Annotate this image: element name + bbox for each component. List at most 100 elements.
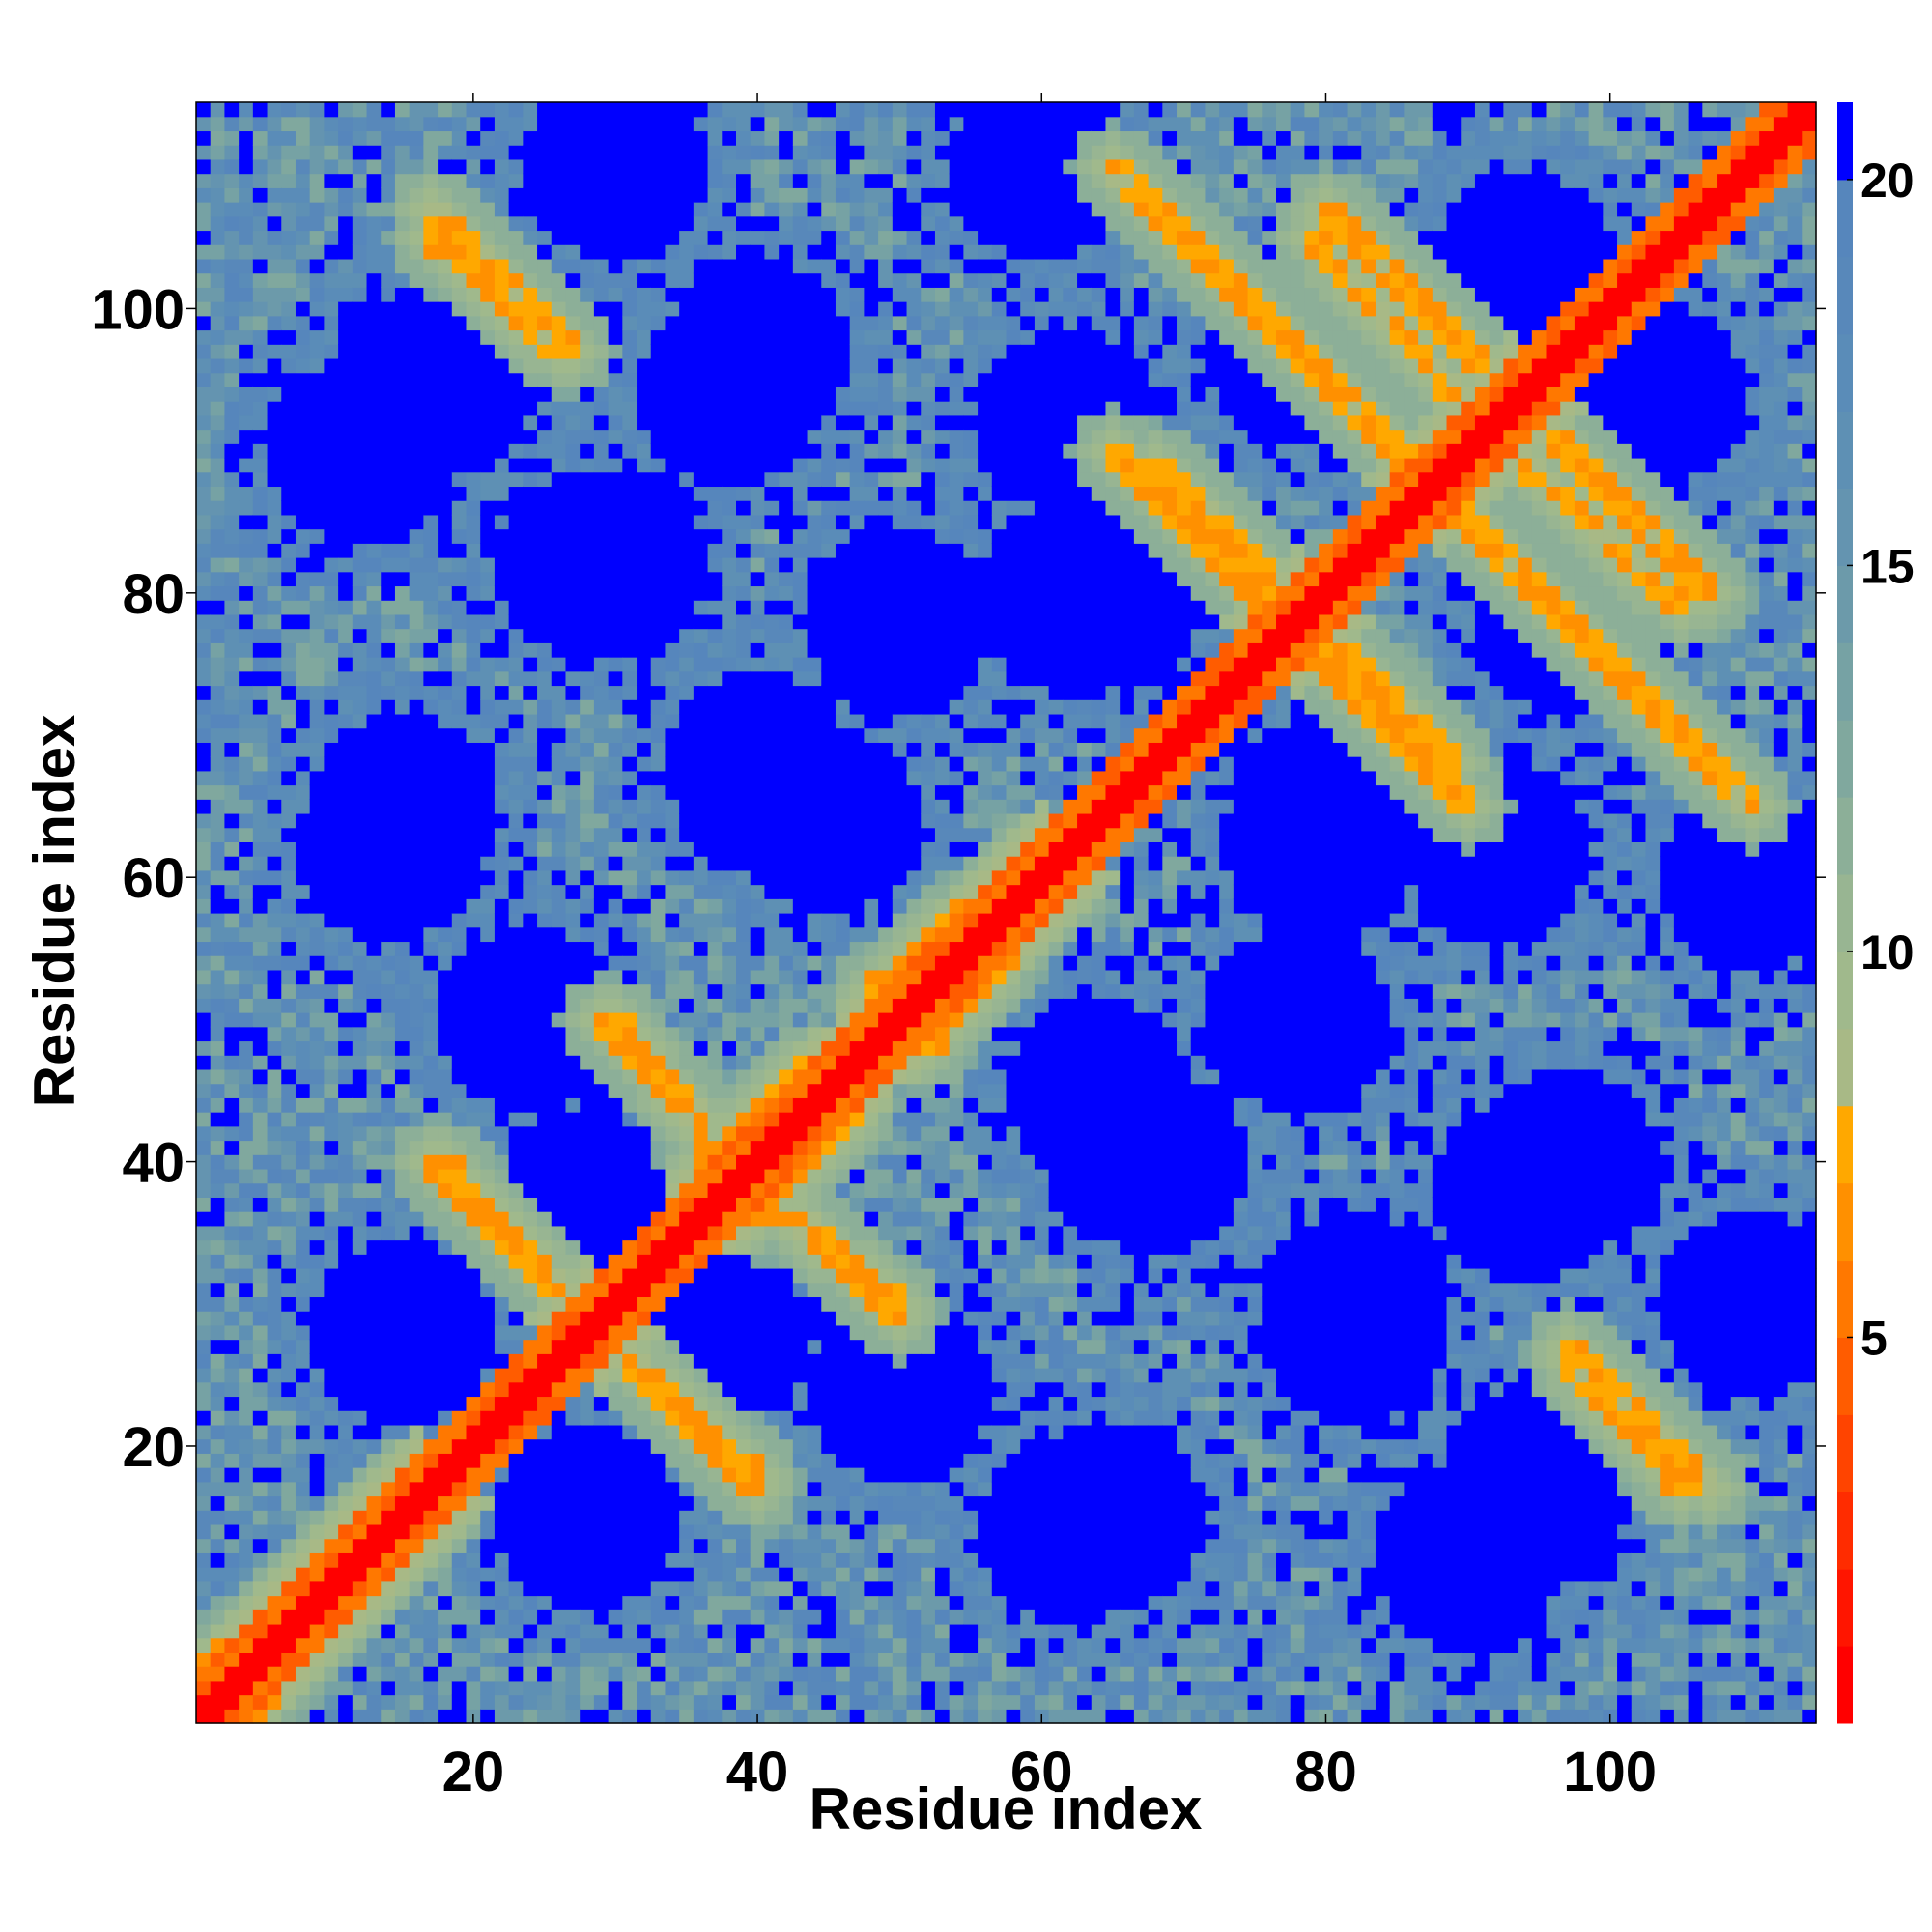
- heatmap-cell: [381, 1012, 396, 1028]
- heatmap-cell: [722, 557, 737, 573]
- heatmap-cell: [807, 742, 822, 757]
- heatmap-cell: [779, 1453, 794, 1468]
- heatmap-cell: [494, 913, 510, 928]
- heatmap-cell: [722, 628, 737, 643]
- heatmap-cell: [281, 357, 297, 374]
- heatmap-cell: [637, 1339, 652, 1354]
- heatmap-cell: [650, 1666, 667, 1682]
- heatmap-cell: [210, 799, 226, 814]
- heatmap-cell: [324, 357, 339, 374]
- heatmap-cell: [508, 827, 524, 842]
- heatmap-cell: [324, 884, 339, 899]
- heatmap-cell: [239, 1225, 254, 1241]
- heatmap-cell: [338, 1026, 354, 1042]
- heatmap-cell: [608, 429, 623, 444]
- heatmap-cell: [409, 386, 424, 402]
- heatmap-cell: [438, 1609, 453, 1625]
- heatmap-cell: [593, 955, 610, 971]
- heatmap-cell: [593, 642, 610, 658]
- heatmap-cell: [665, 969, 680, 985]
- heatmap-cell: [366, 272, 382, 288]
- heatmap-cell: [580, 1595, 595, 1610]
- heatmap-cell: [750, 1055, 766, 1070]
- heatmap-cell: [324, 287, 339, 302]
- heatmap-cell: [281, 1225, 297, 1241]
- heatmap-cell: [451, 1211, 468, 1227]
- heatmap-cell: [807, 1595, 822, 1610]
- heatmap-cell: [779, 401, 794, 416]
- heatmap-cell: [394, 1538, 411, 1553]
- heatmap-cell: [792, 941, 809, 956]
- heatmap-cell: [480, 969, 496, 985]
- heatmap-cell: [324, 401, 339, 416]
- heatmap-cell: [508, 1410, 524, 1426]
- heatmap-cell: [764, 528, 780, 544]
- heatmap-cell: [779, 1595, 794, 1610]
- heatmap-cell: [267, 1368, 282, 1383]
- heatmap-cell: [394, 457, 411, 473]
- heatmap-cell: [622, 1267, 638, 1284]
- heatmap-cell: [693, 1112, 709, 1127]
- heatmap-cell: [807, 1510, 822, 1525]
- heatmap-cell: [792, 1467, 809, 1483]
- heatmap-cell: [480, 1595, 496, 1610]
- heatmap-cell: [593, 443, 610, 459]
- heatmap-cell: [196, 1609, 212, 1625]
- heatmap-cell: [665, 1296, 680, 1312]
- heatmap-cell: [210, 1055, 226, 1070]
- heatmap-cell: [494, 1424, 510, 1440]
- heatmap-cell: [196, 898, 212, 914]
- heatmap-cell: [693, 1296, 709, 1312]
- heatmap-cell: [779, 670, 794, 687]
- heatmap-cell: [239, 1538, 254, 1553]
- heatmap-cell: [394, 1523, 411, 1540]
- heatmap-cell: [779, 841, 794, 857]
- heatmap-cell: [764, 1609, 780, 1625]
- heatmap-cell: [224, 613, 240, 630]
- heatmap-cell: [409, 301, 424, 317]
- heatmap-cell: [381, 130, 396, 146]
- heatmap-cell: [309, 1012, 325, 1028]
- heatmap-cell: [693, 514, 709, 530]
- heatmap-cell: [295, 357, 311, 374]
- heatmap-cell: [451, 514, 468, 530]
- heatmap-cell: [252, 869, 269, 886]
- heatmap-cell: [750, 187, 766, 203]
- heatmap-cell: [580, 1567, 595, 1582]
- heatmap-cell: [537, 1410, 553, 1426]
- heatmap-cell: [750, 1453, 766, 1468]
- heatmap-cell: [480, 1368, 496, 1383]
- heatmap-cell: [679, 585, 695, 601]
- heatmap-cell: [210, 926, 226, 943]
- heatmap-cell: [679, 1225, 695, 1241]
- heatmap-cell: [438, 1510, 453, 1525]
- heatmap-cell: [537, 670, 553, 687]
- heatmap-cell: [309, 1254, 325, 1269]
- heatmap-cell: [494, 1438, 510, 1454]
- heatmap-cell: [565, 543, 581, 558]
- heatmap-cell: [679, 258, 695, 274]
- heatmap-cell: [736, 130, 752, 146]
- heatmap-cell: [792, 1267, 809, 1284]
- heatmap-cell: [608, 414, 623, 431]
- heatmap-cell: [196, 329, 212, 345]
- heatmap-cell: [438, 727, 453, 743]
- heatmap-cell: [779, 898, 794, 914]
- heatmap-cell: [807, 812, 822, 829]
- heatmap-cell: [707, 1510, 723, 1525]
- heatmap-cell: [309, 1609, 325, 1625]
- heatmap-cell: [352, 841, 368, 857]
- heatmap-cell: [637, 1154, 652, 1170]
- heatmap-cell: [438, 926, 453, 943]
- heatmap-cell: [409, 1083, 424, 1098]
- heatmap-cell: [210, 244, 226, 260]
- heatmap-cell: [352, 1083, 368, 1098]
- heatmap-cell: [480, 357, 496, 374]
- heatmap-cell: [409, 998, 424, 1013]
- heatmap-cell: [523, 215, 538, 232]
- heatmap-cell: [324, 1637, 339, 1653]
- heatmap-cell: [366, 727, 382, 743]
- heatmap-cell: [565, 1368, 581, 1383]
- heatmap-cell: [508, 1168, 524, 1184]
- heatmap-cell: [281, 457, 297, 473]
